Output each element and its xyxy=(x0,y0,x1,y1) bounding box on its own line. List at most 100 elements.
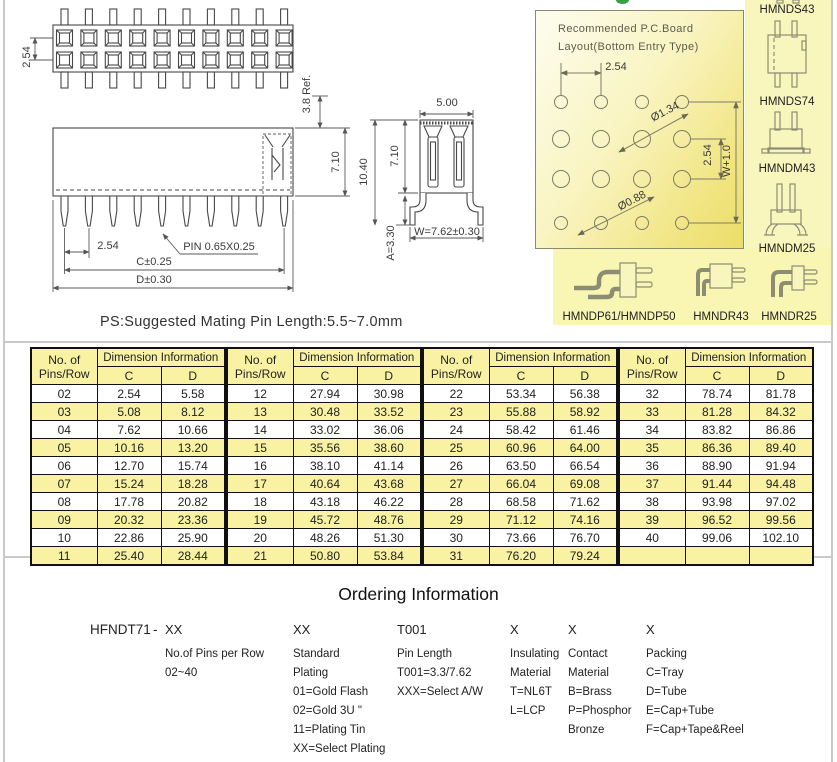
ordering-line: Bronze xyxy=(568,724,605,736)
ordering-line: D=Tube xyxy=(646,686,687,698)
table-cell: 33 xyxy=(618,402,686,421)
table-cell: 12.70 xyxy=(96,456,162,475)
ordering-line: T=NL6T xyxy=(510,686,552,698)
table-cell: 43.68 xyxy=(356,474,422,493)
dimension-table: No. of Pins/Row Dimension Information C D… xyxy=(30,347,814,566)
table-cell: 18.28 xyxy=(160,474,226,493)
dim-front-height: 7.10 xyxy=(330,151,342,173)
table-cell: 96.52 xyxy=(684,510,750,529)
header-d: D xyxy=(356,366,422,385)
table-row: 36 88.90 91.94 xyxy=(618,456,814,475)
header-c: C xyxy=(96,366,162,385)
table-cell: 76.20 xyxy=(488,546,554,566)
dim-pin-pitch: 2.54 xyxy=(97,240,119,252)
table-cell: 33.02 xyxy=(292,420,358,439)
table-cell: 17.78 xyxy=(96,492,162,511)
table-cell: 55.88 xyxy=(488,402,554,421)
variant-label-hmndr25: HMNDR25 xyxy=(761,311,817,323)
table-cell: 20.82 xyxy=(160,492,226,511)
table-cell: 25.90 xyxy=(160,528,226,547)
table-cell: 12 xyxy=(226,384,294,403)
header-pins: No. of Pins/Row xyxy=(30,347,98,385)
header-pins: No. of Pins/Row xyxy=(618,347,686,385)
ordering-col-pin-length: T001 Pin Length T001=3.3/7.62 XXX=Select A… xyxy=(397,622,483,702)
header-c: C xyxy=(488,366,554,385)
table-cell: 91.44 xyxy=(684,474,750,493)
table-row: 19 45.72 48.76 xyxy=(226,510,422,529)
table-cell: 11 xyxy=(30,546,98,566)
table-row: 37 91.44 94.48 xyxy=(618,474,814,493)
header-d: D xyxy=(160,366,226,385)
header-c: C xyxy=(292,366,358,385)
table-row: 13 30.48 33.52 xyxy=(226,402,422,421)
table-cell: 05 xyxy=(30,438,98,457)
table-row: 30 73.66 76.70 xyxy=(422,528,618,547)
header-pins: No. of Pins/Row xyxy=(422,347,490,385)
ordering-line: F=Cap+Tape&Reel xyxy=(646,724,744,736)
table-row: 32 78.74 81.78 xyxy=(618,384,814,403)
ordering-line: T001=3.3/7.62 xyxy=(397,667,472,679)
variant-icon-hmndm25 xyxy=(764,183,808,236)
dim-ref: 3.8 Ref. xyxy=(301,74,313,114)
dim-width-ref: W+1.0 xyxy=(721,144,733,178)
table-cell: 14 xyxy=(226,420,294,439)
table-row: 35 86.36 89.40 xyxy=(618,438,814,457)
table-cell: 15.24 xyxy=(96,474,162,493)
table-row: 31 76.20 79.24 xyxy=(422,546,618,566)
table-cell: 20 xyxy=(226,528,294,547)
table-cell: 66.54 xyxy=(552,456,618,475)
table-row: 20 48.26 51.30 xyxy=(226,528,422,547)
table-cell: 28 xyxy=(422,492,490,511)
table-cell: 81.28 xyxy=(684,402,750,421)
table-row: 33 81.28 84.32 xyxy=(618,402,814,421)
table-cell xyxy=(748,546,814,566)
table-row: 08 17.78 20.82 xyxy=(30,492,226,511)
variant-icon-cropped-pins xyxy=(776,0,800,4)
dim-pcb-pitch-v: 2.54 xyxy=(702,144,714,166)
table-cell: 36.06 xyxy=(356,420,422,439)
table-cell: 19 xyxy=(226,510,294,529)
table-cell: 76.70 xyxy=(552,528,618,547)
table-cell: 16 xyxy=(226,456,294,475)
table-cell: 38 xyxy=(618,492,686,511)
ordering-code: X xyxy=(646,622,655,637)
table-row: 25 60.96 64.00 xyxy=(422,438,618,457)
table-cell: 71.12 xyxy=(488,510,554,529)
ordering-line: Contact xyxy=(568,648,608,660)
ordering-line: XX=Select Plating xyxy=(293,743,386,755)
table-cell: 53.34 xyxy=(488,384,554,403)
variant-label-hmndm25: HMNDM25 xyxy=(758,243,816,255)
ordering-title: Ordering Information xyxy=(338,584,499,604)
pcb-layout-panel: Recommended P.C.Board Layout(Bottom Entr… xyxy=(535,10,744,249)
table-cell: 35 xyxy=(618,438,686,457)
ordering-line: Standard xyxy=(293,648,340,660)
table-cell: 64.00 xyxy=(552,438,618,457)
table-row: 34 83.82 86.86 xyxy=(618,420,814,439)
table-cell: 43.18 xyxy=(292,492,358,511)
ordering-line: E=Cap+Tube xyxy=(646,705,714,717)
variant-label-hmndm43: HMNDM43 xyxy=(758,163,816,175)
logo-fragment xyxy=(616,0,629,4)
technical-drawing xyxy=(30,8,484,292)
ordering-col-plating: XX Standard Plating 01=Gold Flash 02=Gold 3… xyxy=(293,622,385,759)
dim-c: C±0.25 xyxy=(136,256,172,268)
variant-label-hmndr43: HMNDR43 xyxy=(693,311,749,323)
table-cell: 28.44 xyxy=(160,546,226,566)
table-cell: 17 xyxy=(226,474,294,493)
ordering-line: L=LCP xyxy=(510,705,546,717)
table-cell: 69.08 xyxy=(552,474,618,493)
table-cell: 35.56 xyxy=(292,438,358,457)
ordering-col-insulating: X Insulating Material T=NL6T L=LCP xyxy=(510,622,559,721)
ordering-line: XXX=Select A/W xyxy=(397,686,483,698)
header-pins: No. of Pins/Row xyxy=(226,347,294,385)
pcb-layout-drawing xyxy=(552,63,741,236)
dim-overall-height: 10.40 xyxy=(358,158,370,186)
dimension-table-group-3: No. of Pins/Row Dimension Information C D… xyxy=(422,347,618,566)
variant-label-hmndp61: HMNDP61/HMNDP50 xyxy=(562,311,676,323)
table-row: 15 35.56 38.60 xyxy=(226,438,422,457)
table-cell: 40.64 xyxy=(292,474,358,493)
header-dim: Dimension Information xyxy=(96,347,226,367)
ordering-col-pins: XX No.of Pins per Row 02~40 xyxy=(165,622,264,683)
ordering-line: Packing xyxy=(646,648,687,660)
